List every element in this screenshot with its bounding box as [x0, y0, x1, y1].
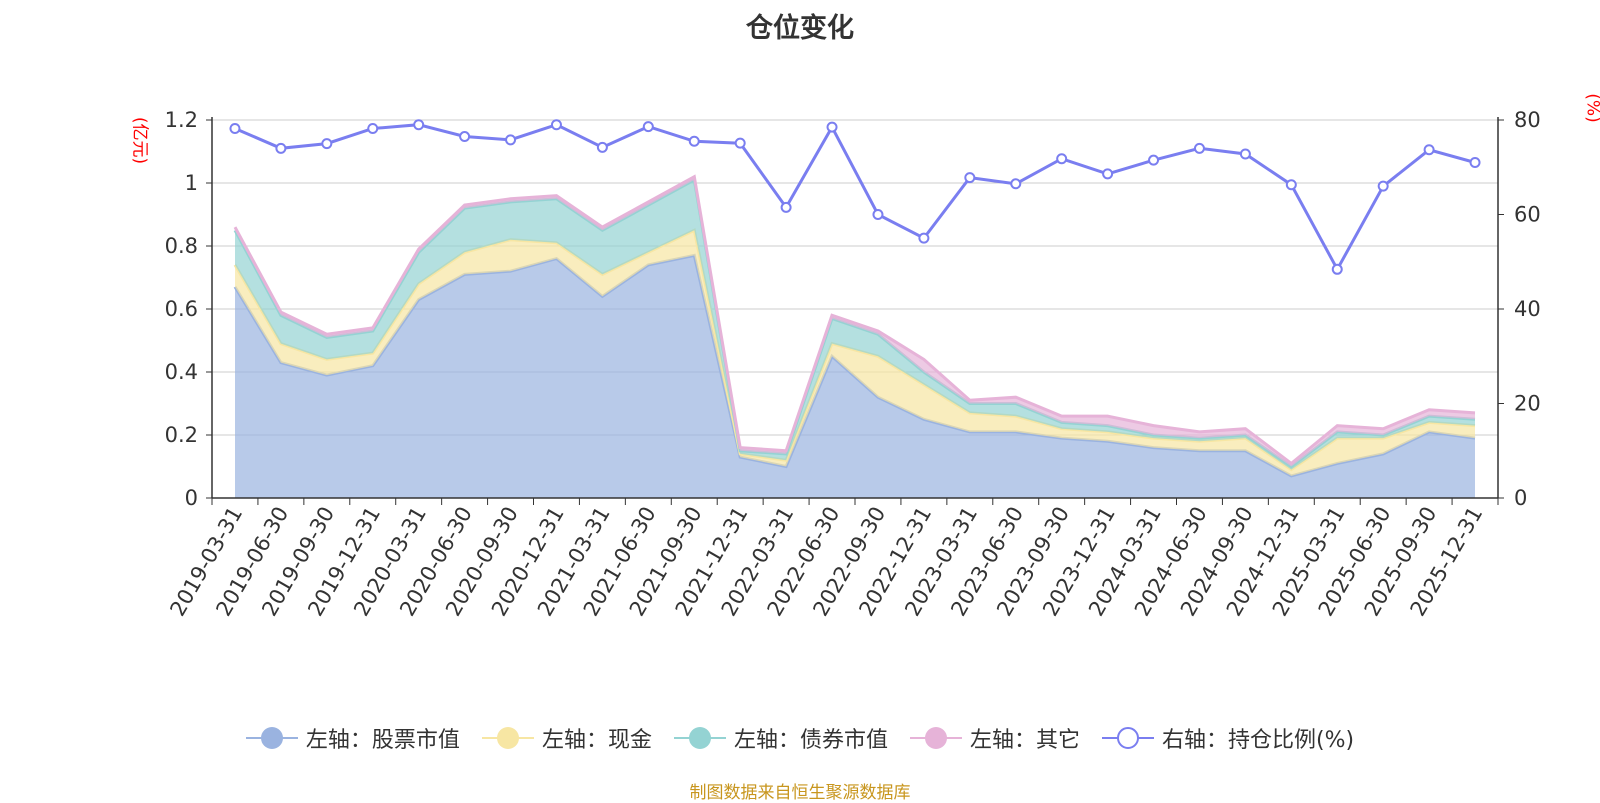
legend-item[interactable]: 右轴：持仓比例(%)	[1101, 722, 1355, 754]
right-axis-tick-label: 40	[1514, 297, 1541, 321]
legend-marker-icon	[1101, 725, 1154, 751]
legend-item[interactable]: 左轴：股票市值	[245, 722, 460, 754]
right-axis-tick-label: 80	[1514, 108, 1541, 132]
holding-ratio-point	[642, 121, 654, 133]
holding-ratio-point	[826, 121, 838, 133]
data-source-footer: 制图数据来自恒生聚源数据库	[689, 783, 911, 803]
legend-label: 左轴：其它	[969, 728, 1080, 753]
holding-ratio-point	[1102, 168, 1114, 180]
legend-marker-icon	[481, 725, 534, 751]
holding-ratio-point	[229, 123, 241, 135]
legend-item[interactable]: 左轴：其它	[909, 722, 1080, 754]
left-axis-tick-label: 0	[185, 486, 198, 510]
holding-ratio-point	[459, 131, 471, 143]
holding-ratio-point	[1239, 148, 1251, 160]
holding-ratio-point	[275, 142, 287, 154]
legend-item[interactable]: 左轴：债券市值	[673, 722, 888, 754]
position-chart: 00.20.40.60.811.20204060802019-03-312019…	[165, 108, 1541, 620]
legend-marker-icon	[245, 725, 298, 751]
holding-ratio-point	[550, 119, 562, 131]
holding-ratio-point	[1148, 154, 1160, 166]
holding-ratio-point	[964, 172, 976, 184]
holding-ratio-point	[1056, 153, 1068, 165]
holding-ratio-point	[1193, 142, 1205, 154]
holding-ratio-point	[1377, 180, 1389, 192]
legend-label: 左轴：债券市值	[733, 728, 888, 753]
holding-ratio-point	[505, 134, 517, 146]
left-axis-tick-label: 0.4	[165, 360, 198, 384]
holding-ratio-point	[1010, 178, 1022, 190]
holding-ratio-point	[780, 201, 792, 213]
stock-value-area	[235, 255, 1475, 498]
holding-ratio-point	[1423, 144, 1435, 156]
holding-ratio-point	[1285, 179, 1297, 191]
legend-marker-icon	[673, 725, 726, 751]
other-area-line	[233, 174, 1476, 466]
right-axis-tick-label: 0	[1514, 486, 1527, 510]
chart-legend: 左轴：股票市值 左轴：现金 左轴：债券市值 左轴：其它 右轴：持仓比例(%)	[0, 722, 1600, 754]
legend-item[interactable]: 左轴：现金	[481, 722, 652, 754]
right-axis-tick-label: 60	[1514, 203, 1541, 227]
holding-ratio-point	[367, 123, 379, 135]
holding-ratio-point	[596, 141, 608, 153]
holding-ratio-point	[872, 209, 884, 220]
left-axis-tick-label: 0.2	[165, 423, 198, 447]
holding-ratio-point	[918, 232, 930, 244]
holding-ratio-point	[734, 137, 746, 149]
legend-label: 右轴：持仓比例(%)	[1161, 728, 1355, 753]
legend-label: 左轴：现金	[541, 728, 652, 753]
chart-title: 仓位变化	[746, 13, 854, 44]
legend-marker-icon	[909, 725, 962, 751]
holding-ratio-point	[1469, 157, 1481, 169]
left-axis-tick-label: 1	[185, 171, 198, 195]
holding-ratio-point	[688, 135, 700, 147]
cash-area	[235, 230, 1475, 476]
legend-label: 左轴：股票市值	[305, 728, 460, 753]
left-axis-tick-label: 0.6	[165, 297, 198, 321]
holding-ratio-point	[413, 119, 425, 131]
holding-ratio-point	[321, 138, 333, 150]
holding-ratio-line	[234, 123, 1476, 273]
left-axis-tick-label: 0.8	[165, 234, 198, 258]
holding-ratio-point	[1331, 263, 1343, 275]
left-axis-tick-label: 1.2	[165, 108, 198, 132]
right-axis-tick-label: 20	[1514, 392, 1541, 416]
